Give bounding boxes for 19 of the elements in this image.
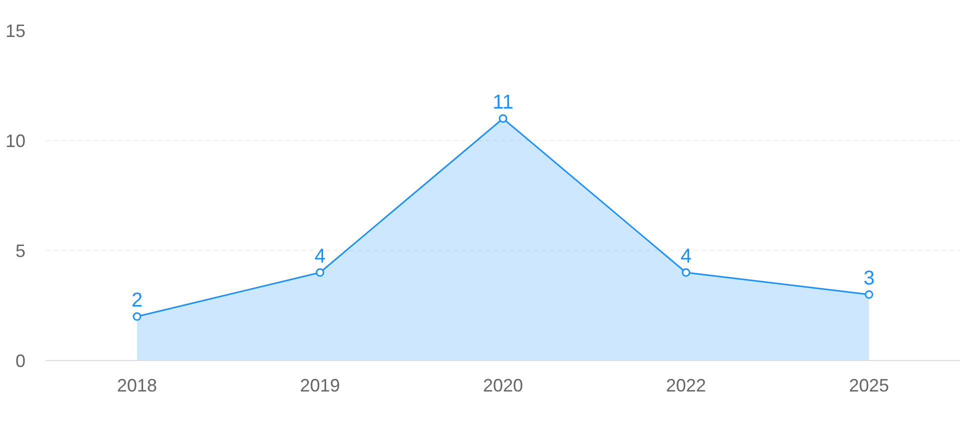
x-tick-label: 2019	[300, 376, 340, 396]
y-tick-label: 10	[5, 131, 26, 151]
data-label: 4	[680, 246, 692, 268]
x-tick-label: 2020	[482, 376, 524, 396]
point	[498, 114, 508, 123]
point	[316, 268, 324, 277]
data-label: 3	[863, 268, 875, 290]
data-label: 4	[314, 246, 326, 268]
point	[682, 268, 690, 277]
y-tick-label: 15	[5, 21, 26, 41]
x-tick-label: 2022	[666, 376, 706, 396]
data-label: 2	[131, 290, 143, 312]
point	[132, 312, 142, 321]
point	[864, 290, 874, 299]
x-tick-label: 2018	[116, 376, 158, 396]
data-label: 11	[492, 92, 514, 114]
y-tick-label: 0	[15, 351, 26, 371]
y-tick-label: 5	[15, 241, 26, 261]
x-tick-label: 2025	[848, 376, 890, 396]
